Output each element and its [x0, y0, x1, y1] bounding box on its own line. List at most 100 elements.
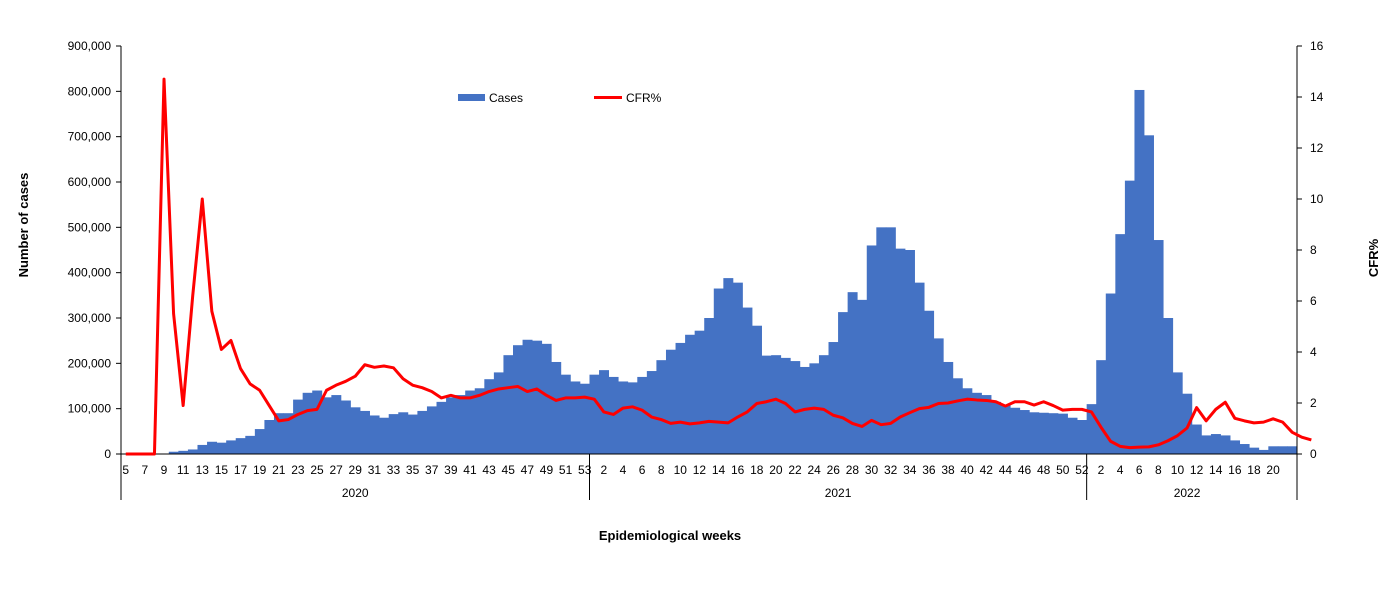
cases-bar [1000, 405, 1011, 454]
week-tick-label: 19 [253, 463, 267, 477]
week-tick-label: 36 [922, 463, 936, 477]
y2-tick-label: 2 [1310, 396, 1317, 410]
cases-bar [1134, 89, 1145, 454]
cases-bar [1038, 412, 1049, 454]
week-tick-label: 18 [1247, 463, 1261, 477]
year-label: 2021 [825, 486, 852, 500]
week-tick-label: 50 [1056, 463, 1070, 477]
cases-bar [1144, 135, 1154, 454]
week-tick-label: 34 [903, 463, 917, 477]
cases-bar [771, 355, 782, 454]
cases-bar [273, 413, 284, 454]
cases-bar [493, 372, 504, 454]
cases-bar [1077, 420, 1088, 454]
cases-bar [723, 278, 734, 454]
week-tick-label: 38 [941, 463, 955, 477]
cases-bar [761, 355, 772, 454]
cases-bar [1287, 446, 1298, 454]
cases-bar [1029, 412, 1040, 454]
cases-bar [752, 325, 762, 454]
cases-bar [780, 357, 791, 454]
week-tick-label: 23 [291, 463, 305, 477]
legend-cfr-label: CFR% [626, 91, 662, 105]
week-tick-label: 20 [1266, 463, 1280, 477]
cases-bar [407, 414, 418, 454]
cases-bar [207, 441, 218, 454]
week-tick-label: 2 [600, 463, 607, 477]
week-tick-label: 45 [502, 463, 516, 477]
cases-bar [704, 318, 715, 454]
week-tick-label: 48 [1037, 463, 1051, 477]
cases-bar [1086, 404, 1097, 454]
cases-bar [264, 420, 275, 454]
cases-bar [235, 438, 246, 454]
y2-tick-label: 12 [1310, 141, 1324, 155]
week-tick-label: 27 [329, 463, 343, 477]
week-tick-label: 7 [142, 463, 149, 477]
cases-bar [828, 342, 839, 454]
y-tick-label: 900,000 [68, 39, 112, 53]
week-tick-label: 43 [482, 463, 496, 477]
cases-bar [1239, 444, 1250, 454]
week-tick-label: 33 [387, 463, 401, 477]
legend: Cases CFR% [458, 91, 662, 105]
week-tick-label: 15 [215, 463, 229, 477]
cases-bar [895, 248, 906, 454]
cases-bar [933, 338, 944, 454]
cases-bar [637, 376, 648, 454]
week-tick-label: 8 [1155, 463, 1162, 477]
week-tick-label: 35 [406, 463, 420, 477]
cases-bar [1277, 446, 1288, 454]
cases-bar [646, 371, 657, 454]
y2-tick-label: 6 [1310, 294, 1317, 308]
y2-axis-title: CFR% [1366, 238, 1381, 277]
week-tick-label: 44 [999, 463, 1013, 477]
y-tick-label: 0 [104, 447, 111, 461]
cases-bar [943, 361, 954, 454]
cases-bar [484, 379, 495, 454]
week-tick-label: 32 [884, 463, 898, 477]
week-tick-label: 40 [960, 463, 974, 477]
cases-bar [178, 450, 189, 454]
cases-bar [283, 413, 294, 454]
cases-bars [168, 89, 1298, 454]
cases-bar [551, 361, 562, 454]
cases-bar [579, 383, 590, 454]
week-tick-label: 12 [693, 463, 707, 477]
cases-bar [838, 312, 849, 454]
week-tick-label: 53 [578, 463, 592, 477]
y-tick-label: 200,000 [68, 356, 112, 370]
cases-bar [971, 392, 982, 454]
week-tick-label: 47 [521, 463, 535, 477]
cases-bar [847, 292, 858, 454]
cases-bar [350, 407, 361, 454]
week-tick-label: 6 [639, 463, 646, 477]
cases-bar [388, 414, 399, 454]
cases-bar [503, 355, 514, 454]
cases-bar [713, 288, 724, 454]
y2-tick-label: 10 [1310, 192, 1324, 206]
cases-bar [1105, 293, 1116, 454]
week-tick-label: 10 [1171, 463, 1185, 477]
y-tick-label: 800,000 [68, 84, 112, 98]
week-tick-label: 51 [559, 463, 573, 477]
cases-bar [962, 388, 973, 454]
week-tick-label: 30 [865, 463, 879, 477]
legend-cases-label: Cases [489, 91, 523, 105]
y2-tick-label: 16 [1310, 39, 1324, 53]
week-tick-label: 17 [234, 463, 248, 477]
cases-bar [952, 378, 963, 454]
cases-bar [1172, 372, 1183, 454]
cases-bar [866, 245, 877, 454]
cases-bar [1010, 407, 1021, 454]
cases-bar [197, 444, 208, 454]
cases-bar [541, 343, 552, 454]
cases-bar [656, 360, 667, 454]
cases-bar [245, 435, 256, 454]
cases-bar [1048, 413, 1059, 454]
cases-bar [732, 282, 743, 454]
week-tick-label: 14 [1209, 463, 1223, 477]
week-tick-label: 37 [425, 463, 439, 477]
cases-bar [455, 395, 466, 454]
cases-bar [1163, 318, 1174, 454]
